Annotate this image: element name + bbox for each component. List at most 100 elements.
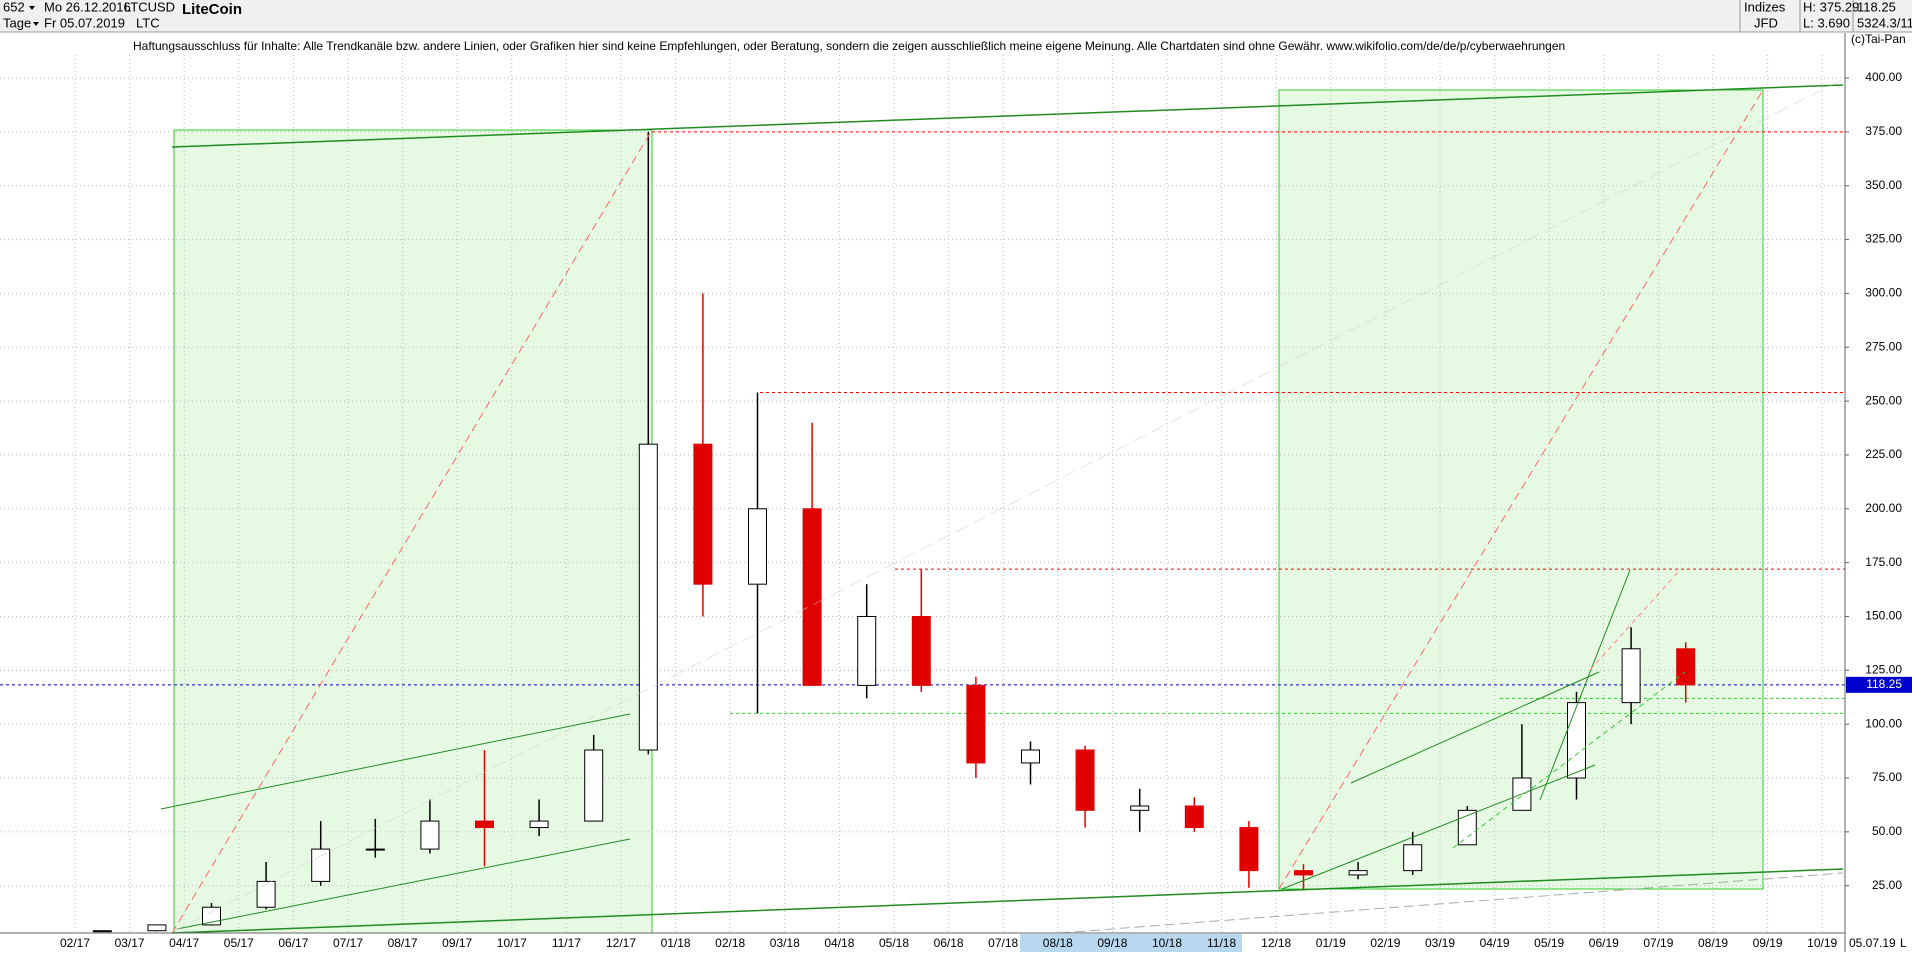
- end-date: Fr 05.07.2019: [44, 15, 125, 30]
- channel-line: [160, 713, 631, 810]
- highlight-box: [173, 129, 653, 934]
- y-tick-label: 100.00: [1865, 716, 1902, 730]
- candle-body: [802, 508, 822, 686]
- x-tick-label: 01/19: [1316, 936, 1346, 950]
- guide-line: [1059, 872, 1844, 934]
- candle-body: [529, 820, 549, 829]
- y-tick-label: 25.00: [1872, 878, 1902, 892]
- highlight-box: [1278, 89, 1764, 890]
- copyright: (c)Tai-Pan: [1851, 32, 1906, 46]
- x-tick-label: 07/19: [1643, 936, 1673, 950]
- x-tick-label: 05/18: [879, 936, 909, 950]
- candle-body: [1294, 870, 1313, 876]
- y-tick-label: 175.00: [1865, 555, 1902, 569]
- channel-line: [1281, 764, 1596, 890]
- candle-body: [1075, 749, 1095, 811]
- volume: 5324.3/11: [1857, 15, 1912, 30]
- candle-body: [748, 508, 767, 585]
- y-tick-label: 375.00: [1865, 124, 1902, 138]
- x-tick-label: 06/17: [278, 936, 308, 950]
- x-tick-label: 04/18: [824, 936, 854, 950]
- y-tick-label: 350.00: [1865, 178, 1902, 192]
- x-tick-label: 02/19: [1370, 936, 1400, 950]
- x-tick-label: 05/19: [1534, 936, 1564, 950]
- candle-body: [1130, 805, 1150, 811]
- plot-area: [173, 89, 1764, 934]
- y-tick-label: 275.00: [1865, 339, 1902, 353]
- instrument-name: LiteCoin: [182, 1, 242, 18]
- x-tick-label: 03/18: [770, 936, 800, 950]
- symbol-short: LTC: [136, 15, 160, 30]
- price-tag: [1846, 676, 1912, 693]
- symbol: LTCUSD: [124, 0, 175, 14]
- candle-body: [1621, 648, 1641, 704]
- x-tick-label: 11/18: [1207, 936, 1236, 950]
- y-tick-label: 150.00: [1865, 609, 1902, 623]
- x-tick-label: 08/17: [388, 936, 418, 950]
- candle-body: [147, 924, 167, 932]
- channel-line: [1452, 671, 1686, 849]
- y-tick-label: 400.00: [1865, 70, 1902, 84]
- x-tick-label: 02/18: [715, 936, 745, 950]
- axis-labels: 25.00 50.00 75.00 100.00 125.00 150.00 175.00 2…: [60, 70, 1912, 950]
- chart-id[interactable]: 652: [3, 0, 25, 14]
- x-tick-label: 08/18: [1043, 936, 1073, 950]
- period[interactable]: Tage: [3, 15, 31, 30]
- candle-body: [1348, 870, 1368, 876]
- dropdown-arrow: [29, 6, 35, 10]
- x-tick-label: 03/17: [115, 936, 145, 950]
- candle-body: [420, 820, 440, 850]
- candle-body: [202, 906, 221, 926]
- channel-line: [1350, 671, 1600, 784]
- x-tick-label: 02/17: [60, 936, 90, 950]
- x-tick-label: 09/17: [442, 936, 472, 950]
- candle-body: [1457, 809, 1477, 846]
- candle-body: [475, 820, 494, 829]
- y-tick-label: 200.00: [1865, 501, 1902, 515]
- x-tick-label: 12/17: [606, 936, 636, 950]
- grid: [0, 55, 1849, 932]
- trend-line: [171, 84, 1844, 148]
- dropdown-arrow: [33, 22, 39, 26]
- y-tick-label: 250.00: [1865, 393, 1902, 407]
- channel-line: [1539, 569, 1631, 801]
- start-date: Mo 26.12.2016: [44, 0, 131, 14]
- low: L: 3.690: [1803, 15, 1850, 30]
- candle-body: [857, 615, 877, 686]
- channel-line: [176, 838, 631, 930]
- x-tick-label: 03/19: [1425, 936, 1455, 950]
- guide-line: [171, 78, 1844, 933]
- y-tick-label: 125.00: [1865, 662, 1902, 676]
- x-tick-label: 06/19: [1589, 936, 1619, 950]
- x-tick-label: 08/19: [1698, 936, 1728, 950]
- candle-body: [1567, 702, 1586, 779]
- candle-body: [1184, 805, 1204, 829]
- broker: JFD: [1754, 15, 1778, 30]
- x-tick-label: 07/17: [333, 936, 363, 950]
- x-tick-label: 07/18: [988, 936, 1018, 950]
- y-tick-label: 300.00: [1865, 286, 1902, 300]
- candle-body: [966, 684, 986, 764]
- x-tick-label: 06/18: [934, 936, 964, 950]
- candle-body: [693, 443, 713, 585]
- candle-body: [1403, 844, 1423, 872]
- y-tick-label: 50.00: [1872, 824, 1902, 838]
- drawings: [160, 78, 1844, 934]
- candle-body: [92, 930, 112, 933]
- y-tick-label: 325.00: [1865, 232, 1902, 246]
- x-tick-label: 04/19: [1480, 936, 1510, 950]
- candle-body: [638, 443, 658, 751]
- candle-body: [584, 749, 604, 822]
- x-tick-label: 09/19: [1753, 936, 1783, 950]
- candle-body: [1021, 749, 1040, 764]
- x-tick-label: 04/17: [169, 936, 199, 950]
- scale-mode[interactable]: L: [1900, 936, 1907, 950]
- candle-body: [365, 848, 385, 851]
- high: H: 375.29: [1803, 0, 1859, 14]
- axis-highlight: [1020, 934, 1242, 952]
- x-tick-label: 10/18: [1152, 936, 1182, 950]
- candle-body: [1239, 827, 1259, 872]
- x-tick-label: 09/18: [1097, 936, 1127, 950]
- header-bar: [0, 0, 1912, 32]
